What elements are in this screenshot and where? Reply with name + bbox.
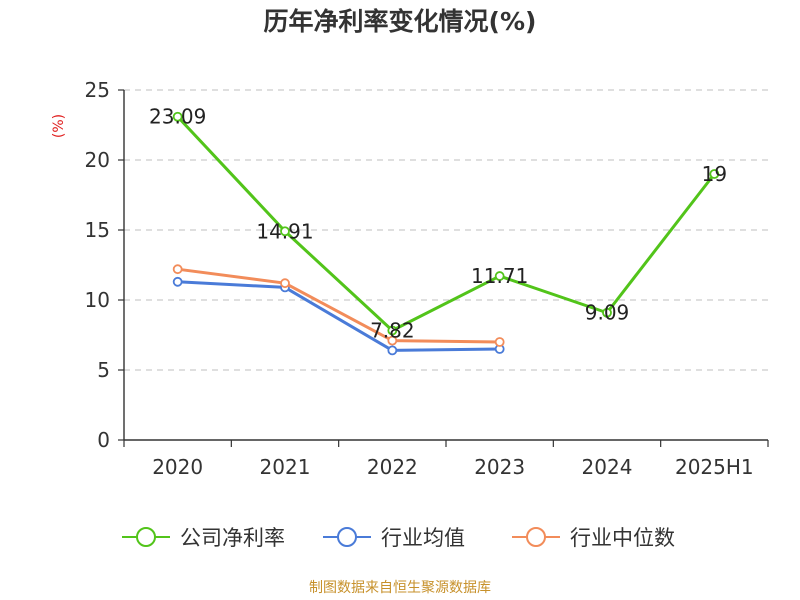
data-point — [280, 278, 290, 289]
x-tick-label: 2021 — [260, 455, 311, 479]
data-point — [709, 169, 720, 179]
legend-marker — [337, 527, 357, 547]
data-labels: 23.09 14.91 7.82 11.71 9.09 19 — [149, 105, 727, 343]
x-tick-label: 2022 — [367, 455, 418, 479]
legend: 公司净利率 行业均值 行业中位数 — [122, 526, 675, 550]
x-tick-label: 2024 — [582, 455, 633, 479]
grid-lines — [124, 89, 768, 371]
series-line — [176, 267, 502, 344]
legend-marker — [136, 527, 156, 547]
series-line — [176, 280, 502, 352]
y-tick-label: 15 — [85, 218, 110, 242]
data-label: 9.09 — [585, 301, 630, 325]
y-tick-label: 5 — [97, 358, 110, 382]
data-label: 14.91 — [256, 219, 313, 243]
x-tick-label: 2020 — [152, 455, 203, 479]
data-point — [387, 345, 398, 356]
data-label: 11.71 — [471, 264, 528, 288]
y-tick-label: 10 — [85, 288, 110, 312]
data-point — [172, 111, 183, 122]
y-tick-label: 0 — [97, 428, 110, 452]
series-lines — [172, 111, 720, 356]
legend-label: 行业中位数 — [570, 526, 675, 550]
chart-title: 历年净利率变化情况(%) — [263, 7, 537, 36]
legend-label: 公司净利率 — [180, 526, 285, 550]
x-tick-label: 2025H1 — [675, 455, 754, 479]
data-point — [387, 335, 398, 346]
legend-marker — [526, 527, 546, 547]
y-tick-label: 20 — [85, 148, 110, 172]
data-point — [494, 337, 505, 347]
data-point — [172, 264, 183, 275]
data-point — [172, 276, 183, 287]
data-point — [387, 325, 398, 336]
series-line — [176, 115, 716, 333]
data-label: 7.82 — [370, 319, 415, 343]
axes: 0 5 10 15 20 25 2020 2021 2022 2023 2024 2025H1 — [85, 78, 769, 479]
data-point — [602, 307, 612, 318]
data-label: 19 — [702, 162, 727, 186]
source-note: 制图数据来自恒生聚源数据库 — [309, 580, 491, 596]
y-axis-unit-label: (%) — [51, 114, 67, 138]
x-tick-label: 2023 — [474, 455, 525, 479]
legend-label: 行业均值 — [381, 526, 465, 550]
data-point — [494, 271, 505, 281]
data-point — [280, 226, 290, 237]
y-tick-label: 25 — [85, 78, 110, 102]
data-label: 23.09 — [149, 105, 206, 129]
